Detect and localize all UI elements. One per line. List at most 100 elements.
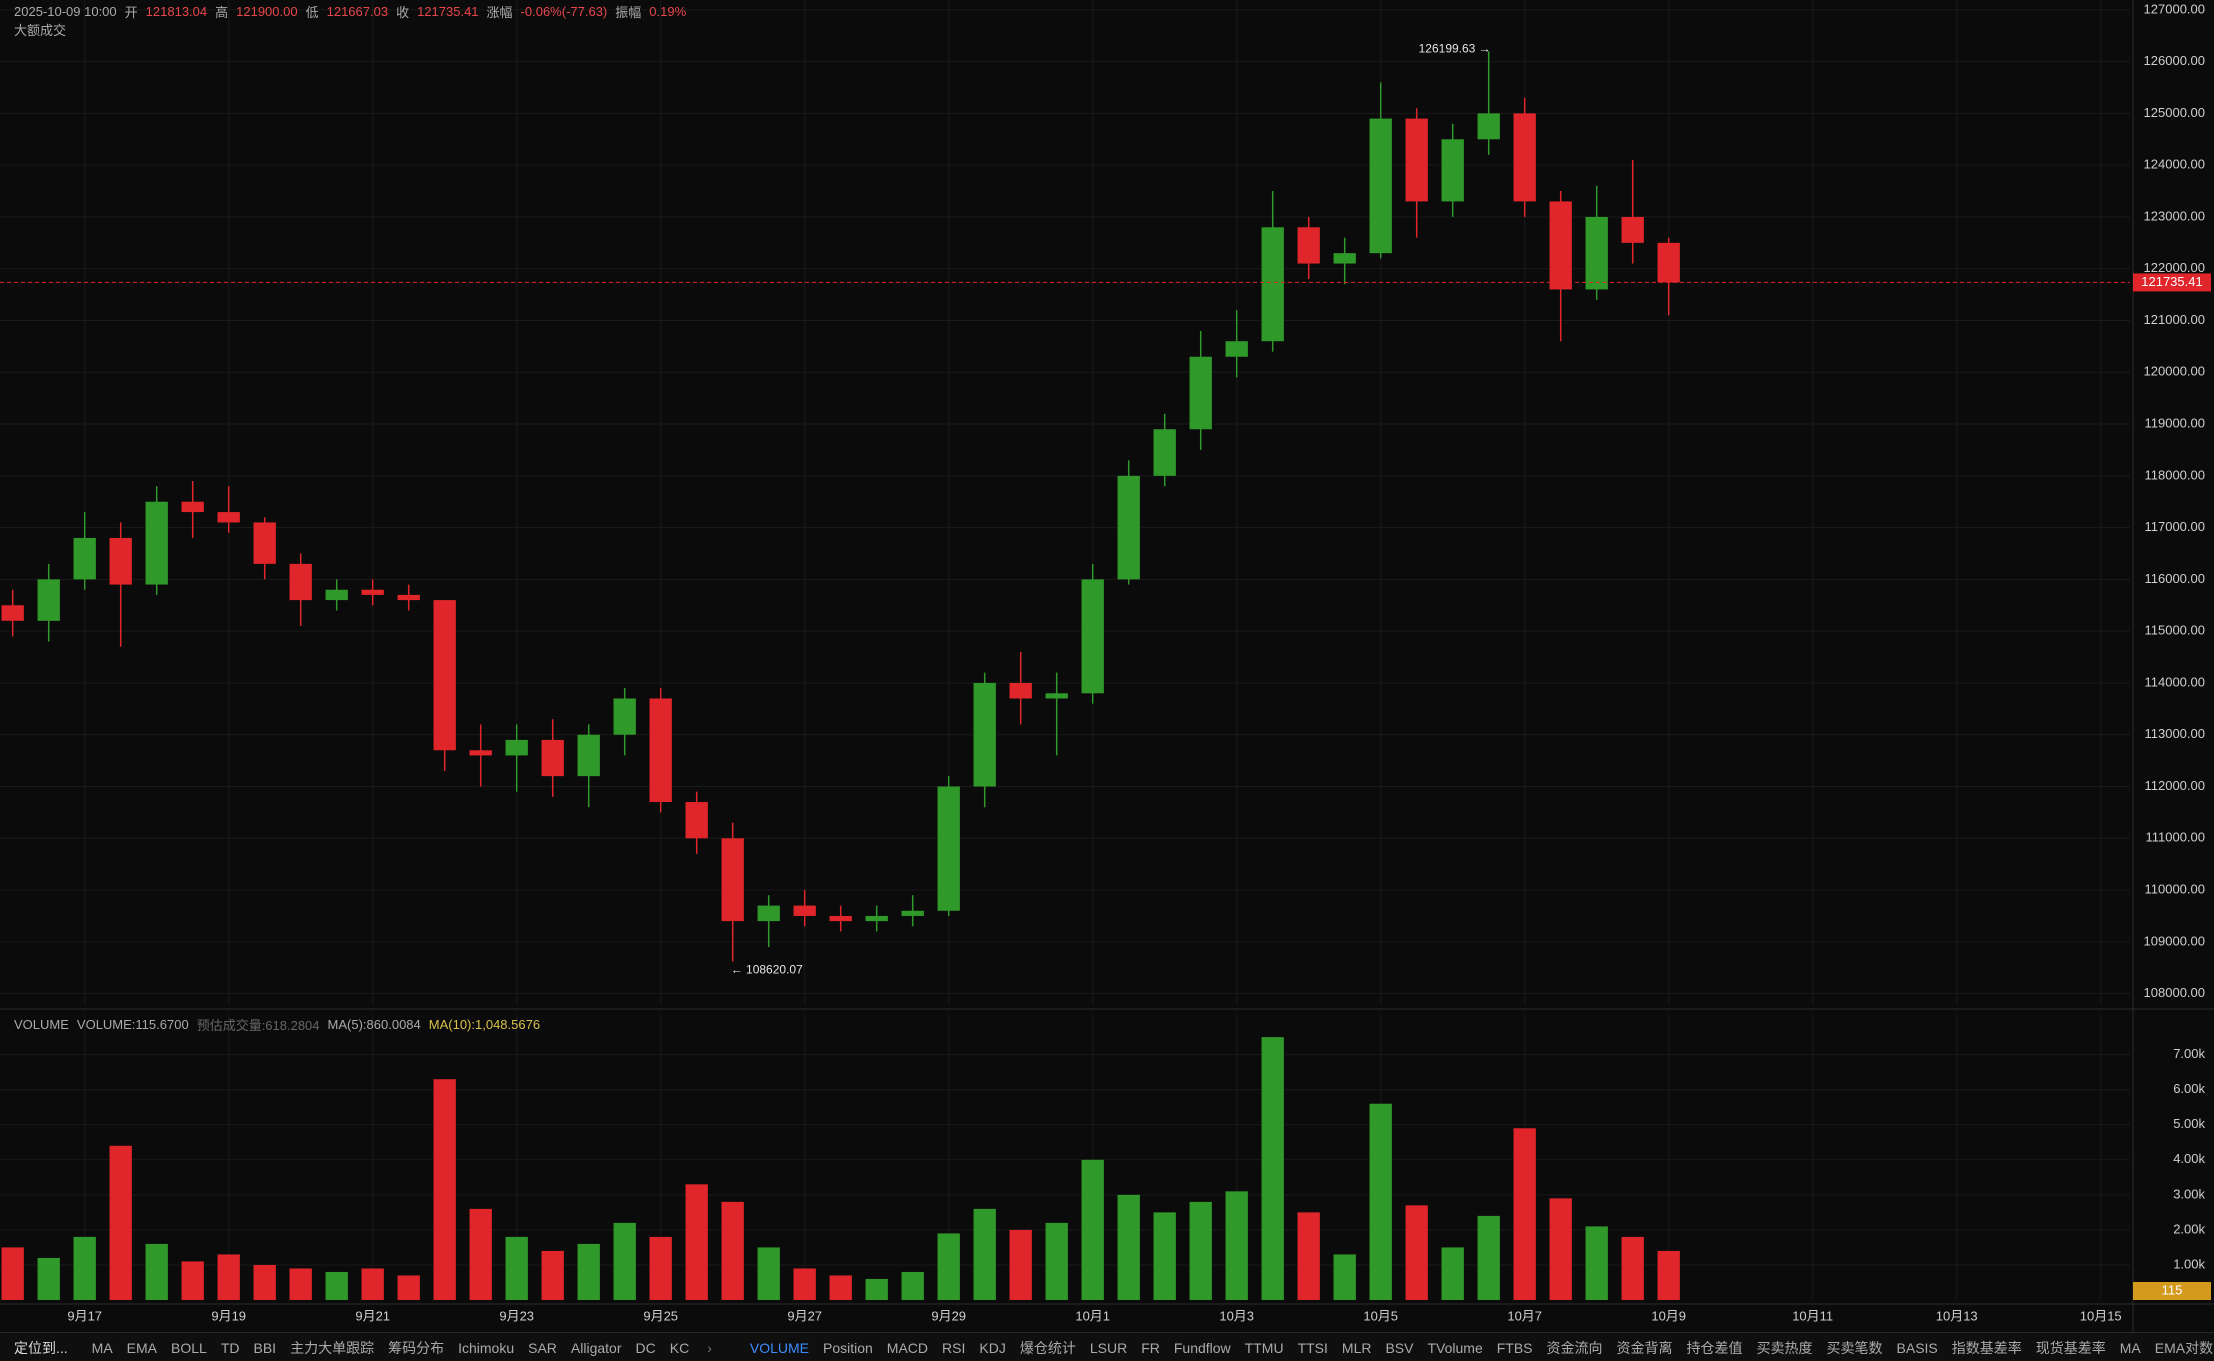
sub-indicator-button[interactable]: Fundflow [1173,1339,1231,1356]
volume-bar [1045,1222,1068,1300]
ohlc-label: 高 [215,5,229,20]
ohlc-label: 涨幅 [486,5,513,20]
sub-indicator-button[interactable]: TTSI [1297,1339,1328,1356]
sub-indicator-button[interactable]: MACD [886,1339,929,1356]
y-tick-label: 122000.00 [2144,260,2205,275]
volume-bar [145,1243,168,1300]
chart: 108000.00 109000.00 110000.00 111000.00 1120… [0,0,2214,1332]
volume-bar [469,1208,492,1300]
volume-tag-label: 115 [2162,1282,2183,1297]
x-tick-label: 10月1 [1075,1308,1110,1323]
y-tick-label: 124000.00 [2144,157,2205,172]
candle-body [397,594,420,601]
sub-indicator-button[interactable]: KDJ [979,1339,1006,1356]
sub-indicator-button[interactable]: LSUR [1089,1339,1128,1356]
x-tick-label: 9月17 [67,1308,102,1323]
sub-indicator-button[interactable]: 持仓差值 [1686,1339,1743,1356]
sub-indicator-button[interactable]: TVolume [1427,1339,1483,1356]
candle-body [1477,113,1500,140]
indicator-button[interactable]: MA [91,1339,113,1356]
sub-indicator-button[interactable]: MLR [1341,1339,1372,1356]
candle-body [1621,216,1644,243]
candle-body [433,600,456,751]
indicator-button[interactable]: DC [635,1339,656,1356]
sub-indicator-button[interactable]: FTBS [1496,1339,1533,1356]
sub-indicator-button[interactable]: 爆仓统计 [1019,1339,1076,1356]
sub-indicator-button[interactable]: Position [822,1339,873,1356]
candle-body [73,537,96,580]
sub-indicator-button[interactable]: 资金背离 [1616,1339,1673,1356]
volume-bar [1441,1247,1464,1300]
sub-indicator-button[interactable]: VOLUME [749,1339,809,1356]
sub-indicator-button[interactable]: EMA [2154,1339,2186,1356]
candle-body [217,512,240,523]
sub-indicator-button[interactable]: 现货基差率 [2035,1339,2106,1356]
candle-body [1441,139,1464,202]
overlay-label[interactable]: 大额成交 [14,23,67,38]
volume-bar [433,1079,456,1300]
sub-indicator-button[interactable]: FR [1141,1339,1160,1356]
y-tick-label: 109000.00 [2144,933,2205,948]
x-tick-label: 10月9 [1651,1308,1686,1323]
x-tick-label: 9月23 [499,1308,534,1323]
volume-bar [577,1243,600,1300]
locate-button[interactable]: 定位到... [14,1339,68,1356]
x-tick-label: 9月21 [355,1308,390,1323]
y-tick-label: 125000.00 [2144,105,2205,120]
volume-bar [649,1236,672,1300]
candle-body [1585,216,1608,290]
ohlc-label: 开 [124,5,138,20]
x-tick-label: 10月11 [1792,1308,1833,1323]
candle-body [649,698,672,803]
volume-bar [361,1268,384,1300]
y-tick-label: 118000.00 [2145,467,2206,482]
volume-tick-label: 4.00k [2173,1151,2205,1166]
sub-indicator-button[interactable]: TTMU [1244,1339,1284,1356]
more-arrow[interactable]: › [707,1339,712,1356]
y-tick-label: 113000.00 [2145,726,2206,741]
volume-bar [1297,1212,1320,1300]
sub-indicator-button[interactable]: RSI [942,1339,966,1356]
candle-body [361,589,384,595]
indicator-button[interactable]: BOLL [171,1339,207,1356]
indicator-button[interactable]: SAR [528,1339,557,1356]
indicator-button[interactable]: Alligator [570,1339,622,1356]
sub-indicator-button[interactable]: BSV [1385,1339,1414,1356]
y-tick-label: 119000.00 [2145,415,2206,430]
indicator-button[interactable]: KC [669,1339,690,1356]
volume-stat: VOLUME:115.6700 [76,1017,189,1032]
volume-tick-label: 7.00k [2173,1046,2205,1061]
volume-bar [613,1222,636,1300]
y-tick-label: 111000.00 [2145,830,2205,845]
candle-body [721,838,744,922]
candle-body [1225,341,1248,357]
volume-bar [1117,1194,1140,1300]
volume-bar [1369,1103,1392,1300]
sub-indicator-button[interactable]: 指数基差率 [1951,1339,2022,1356]
candle-body [757,905,780,922]
indicator-button[interactable]: TD [220,1339,240,1356]
x-tick-label: 10月7 [1507,1308,1542,1323]
volume-tick-label: 3.00k [2173,1186,2205,1201]
sub-indicator-button[interactable]: BASIS [1896,1339,1938,1356]
indicator-button[interactable]: 筹码分布 [388,1339,445,1356]
indicator-button[interactable]: 主力大单跟踪 [290,1339,375,1356]
candle-body [1549,201,1572,290]
volume-bar [217,1254,240,1300]
indicator-button[interactable]: BBI [253,1339,277,1356]
option-button[interactable]: 对数 [2185,1339,2214,1356]
volume-bar [901,1271,924,1300]
max-label: 126199.63 → [1419,41,1491,55]
ohlc-value: 0.19% [649,4,687,19]
sub-indicator-button[interactable]: 买卖热度 [1756,1339,1813,1356]
sub-indicator-button[interactable]: 买卖笔数 [1826,1339,1883,1356]
volume-bar [757,1247,780,1300]
indicator-button[interactable]: EMA [126,1339,158,1356]
volume-bar [973,1208,996,1300]
y-tick-label: 112000.00 [2145,778,2206,793]
sub-indicator-button[interactable]: MA [2119,1339,2141,1356]
sub-indicator-button[interactable]: 资金流向 [1546,1339,1603,1356]
volume-header: VOLUME VOLUME:115.6700 预估成交量:618.2804 MA(5… [14,1015,540,1034]
volume-bar [1477,1215,1500,1300]
indicator-button[interactable]: Ichimoku [458,1339,515,1356]
